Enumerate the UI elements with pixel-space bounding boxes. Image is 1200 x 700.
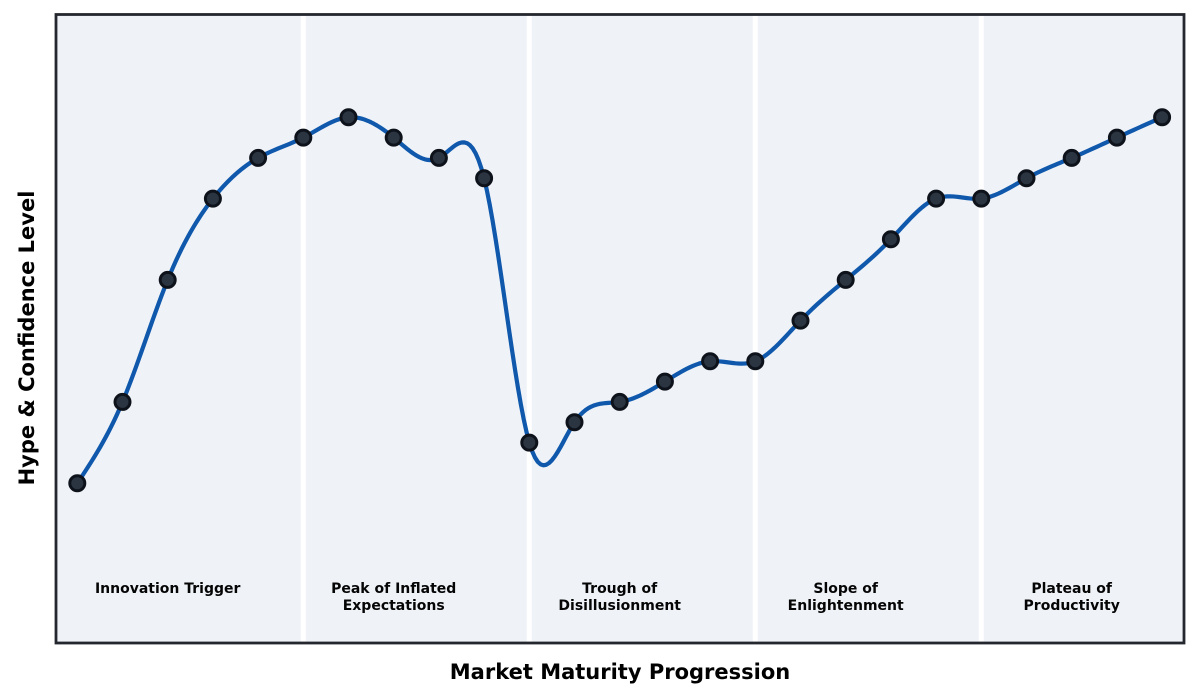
data-point-marker bbox=[565, 413, 584, 432]
data-point-marker bbox=[1017, 169, 1036, 188]
data-point-marker bbox=[1153, 108, 1172, 127]
data-point-marker bbox=[1062, 148, 1081, 167]
x-axis-label: Market Maturity Progression bbox=[449, 660, 791, 684]
data-point-marker bbox=[384, 128, 403, 147]
data-point-marker bbox=[927, 189, 946, 208]
phase-label-4: Slope of Enlightenment bbox=[787, 581, 904, 614]
phase-label-3: Trough of Disillusionment bbox=[558, 581, 681, 614]
data-point-marker bbox=[701, 352, 720, 371]
data-point-marker bbox=[429, 148, 448, 167]
data-point-marker bbox=[339, 108, 358, 127]
data-point-marker bbox=[1107, 128, 1126, 147]
data-point-marker bbox=[791, 311, 810, 330]
data-point-marker bbox=[520, 433, 539, 452]
plot-border bbox=[54, 13, 1186, 645]
data-point-marker bbox=[972, 189, 991, 208]
data-point-marker bbox=[746, 352, 765, 371]
data-point-marker bbox=[113, 392, 132, 411]
data-point-marker bbox=[881, 230, 900, 249]
phase-label-5: Plateau of Productivity bbox=[1023, 581, 1120, 614]
data-point-marker bbox=[610, 392, 629, 411]
phase-label-1: Innovation Trigger bbox=[94, 581, 241, 597]
data-point-marker bbox=[836, 270, 855, 289]
plot-background bbox=[56, 14, 1184, 643]
data-point-marker bbox=[68, 474, 87, 493]
data-point-marker bbox=[249, 148, 268, 167]
data-point-marker bbox=[203, 189, 222, 208]
y-axis-label: Hype & Confidence Level bbox=[15, 190, 39, 486]
data-point-marker bbox=[475, 169, 494, 188]
phase-label-2: Peak of Inflated Expectations bbox=[331, 581, 457, 614]
data-point-marker bbox=[158, 270, 177, 289]
data-point-marker bbox=[294, 128, 313, 147]
data-point-marker bbox=[655, 372, 674, 391]
